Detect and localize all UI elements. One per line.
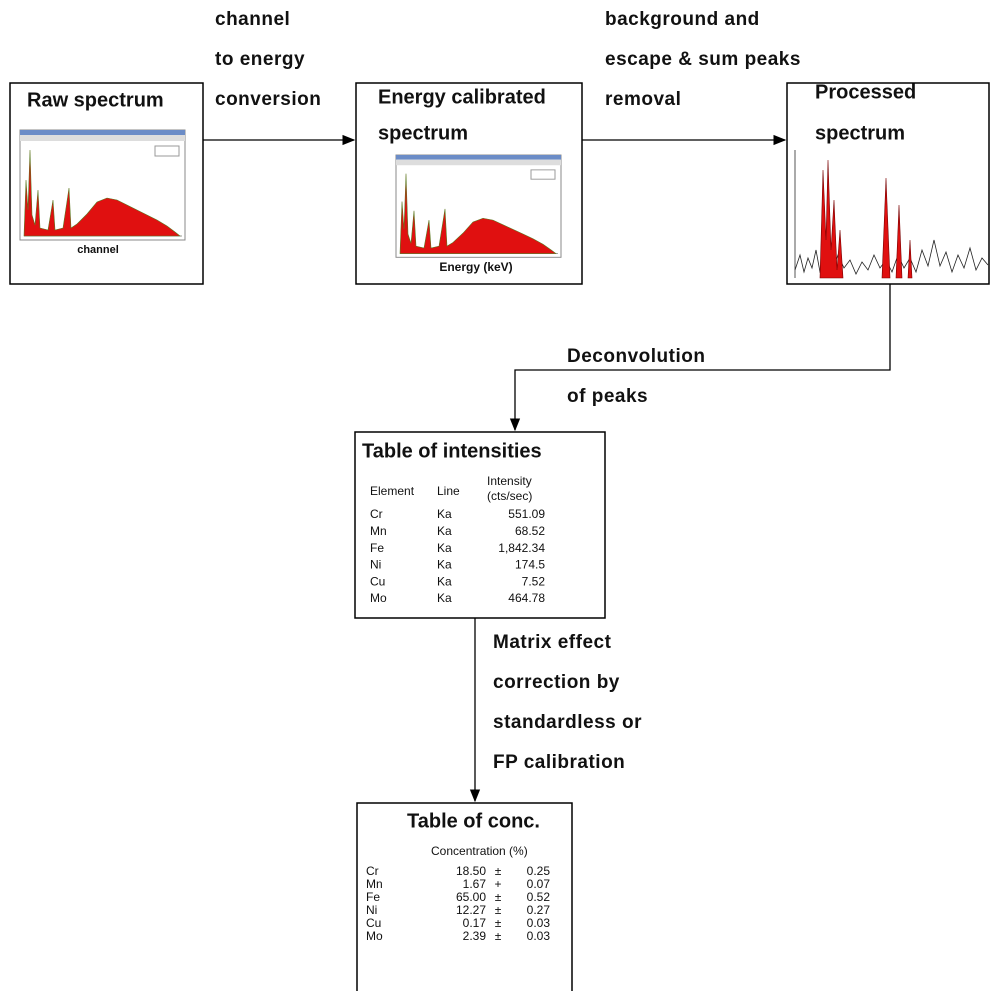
node-title: Processed [815,81,916,103]
diagram: Raw spectrum channel Energy calibrated s… [0,0,990,991]
table-cell: Fe [370,541,384,555]
table-cell: Cr [366,864,379,878]
table-cell: 68.52 [515,524,545,538]
table-cell: Fe [366,890,380,904]
table-cell: 0.17 [463,916,487,930]
processed-node: Processed spectrum [787,81,989,284]
table-cell: ± [495,929,502,943]
table-cell: 0.27 [527,903,551,917]
table-header: Intensity [487,474,532,488]
edge-label: FP calibration [493,752,625,773]
table-cell: ± [495,916,502,930]
table-header: Concentration (%) [431,844,528,858]
table-cell: Mo [370,591,387,605]
table-header: Element [370,484,415,498]
table-cell: 0.25 [527,864,551,878]
edge-label: standardless or [493,712,642,733]
table-cell: Ka [437,507,452,521]
table-cell: Cu [370,574,385,588]
table-cell: 551.09 [508,507,545,521]
table-cell: Ka [437,591,452,605]
table-cell: Ka [437,524,452,538]
edge-label: correction by [493,672,620,693]
table-header: (cts/sec) [487,489,532,503]
table-cell: 2.39 [463,929,487,943]
raw-node: Raw spectrum channel [10,83,203,284]
table-cell: 464.78 [508,591,545,605]
node-title: spectrum [815,122,905,144]
table-cell: Ka [437,541,452,555]
edge-label: of peaks [567,386,648,407]
table-title: Table of conc. [407,810,540,832]
edge-label: Matrix effect [493,632,612,653]
table-cell: 0.07 [527,877,551,891]
axis-label: channel [77,244,119,256]
table-cell: Ni [370,558,381,572]
table-cell: Ka [437,574,452,588]
node-title: Raw spectrum [27,89,164,111]
energy-node: Energy calibrated spectrum Energy (keV) [356,83,582,284]
table-header: Line [437,484,460,498]
table-cell: 0.52 [527,890,551,904]
table-cell: 65.00 [456,890,486,904]
table-cell: 0.03 [527,916,551,930]
table-cell: ± [495,890,502,904]
edge-label: channel [215,9,290,30]
edge-label: background and [605,9,760,30]
table-cell: 1,842.34 [498,541,545,555]
table-cell: Ni [366,903,377,917]
table-cell: 0.03 [527,929,551,943]
table-cell: 12.27 [456,903,486,917]
table-cell: 174.5 [515,558,545,572]
table-cell: Ka [437,558,452,572]
table-cell: Cu [366,916,381,930]
table-cell: Cr [370,507,383,521]
axis-label: Energy (keV) [439,260,512,274]
table-title: Table of intensities [362,440,542,462]
table-cell: Mn [370,524,387,538]
edge-label: escape & sum peaks [605,49,801,70]
edge-label: removal [605,89,681,110]
edge-label: Deconvolution [567,346,705,367]
table-cell: 7.52 [522,574,546,588]
table-cell: Mn [366,877,383,891]
edge-label: conversion [215,89,321,110]
table-cell: 1.67 [463,877,487,891]
table-cell: ± [495,864,502,878]
edge-label: to energy [215,49,305,70]
table-cell: ± [495,903,502,917]
node-title: spectrum [378,122,468,144]
table-cell: + [494,877,501,891]
node-title: Energy calibrated [378,86,546,108]
table-cell: 18.50 [456,864,486,878]
table-cell: Mo [366,929,383,943]
